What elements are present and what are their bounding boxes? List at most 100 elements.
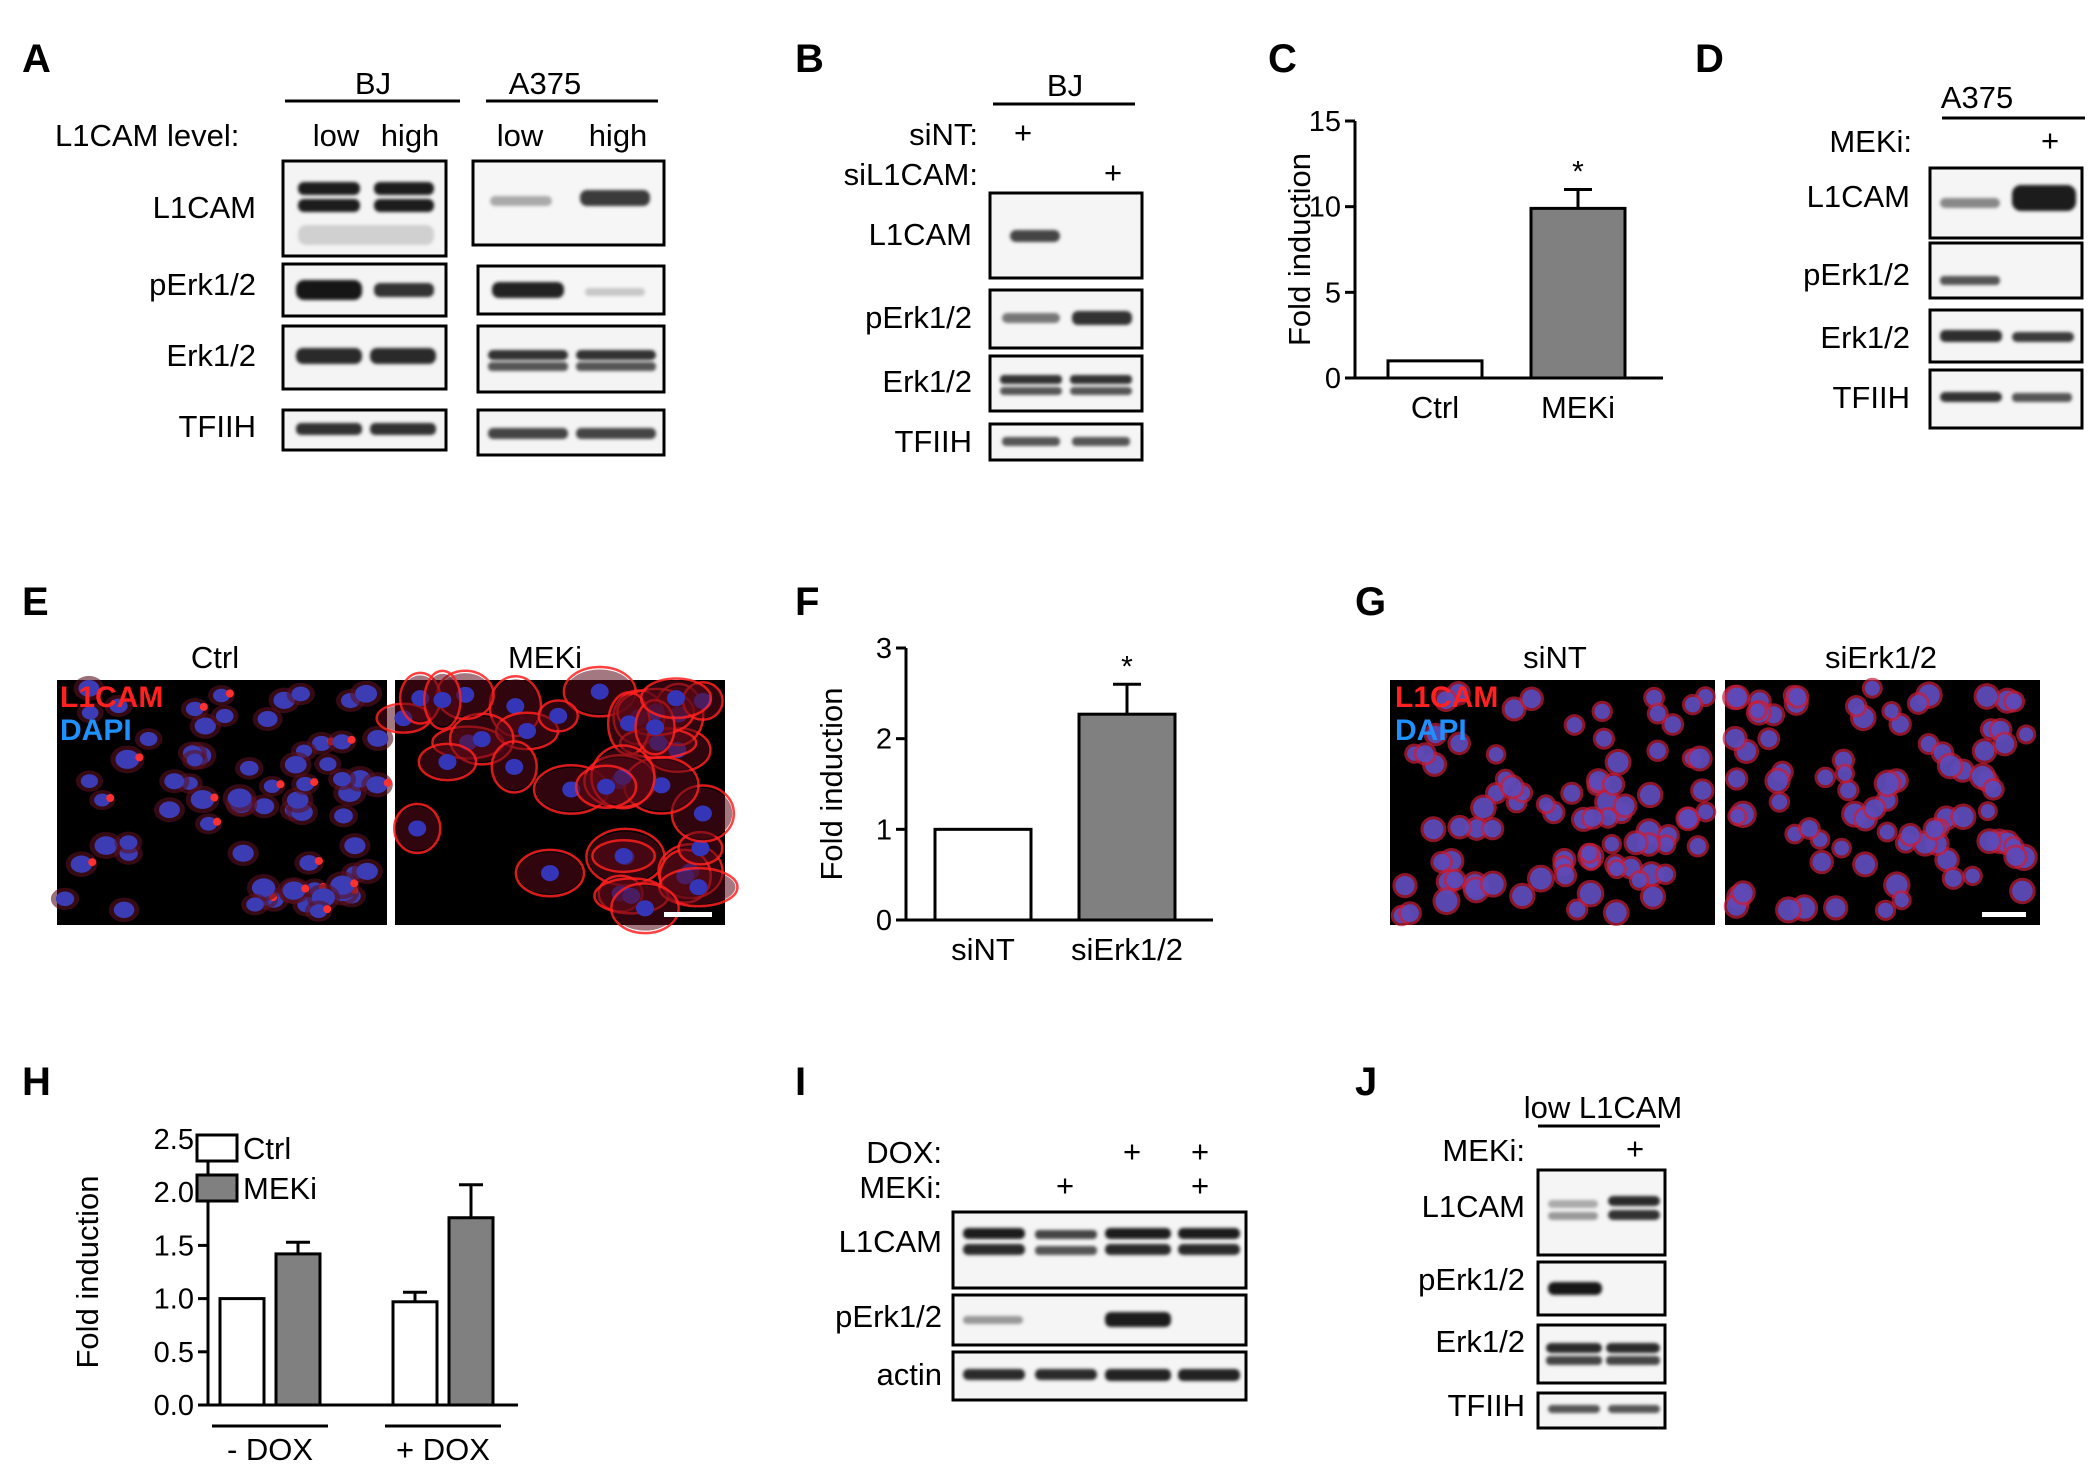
x-tick-label: siNT [951,932,1015,967]
nucleus [1689,838,1706,855]
nucleus [139,731,158,747]
plus-sign: + [1123,1134,1141,1169]
nucleus [239,760,259,776]
image-title: siErk1/2 [1825,640,1937,675]
blot-band [296,348,436,364]
nucleus [332,734,352,750]
cell-membrane [490,740,538,794]
nucleus [1522,689,1541,709]
stain-spot [88,858,97,867]
plus-sign: + [1626,1131,1644,1166]
nucleus [505,758,524,775]
nucleus [1750,703,1765,718]
nucleus [1646,689,1663,706]
y-tick-label: 0 [1325,363,1341,395]
nucleus [1826,898,1846,918]
nucleus [1483,820,1502,838]
nucleus [115,749,140,769]
nucleus [232,844,254,862]
nucleus [1664,716,1682,733]
row-label: Erk1/2 [882,364,972,399]
nucleus [1894,893,1909,908]
y-tick-label: 1 [876,814,892,846]
group-label-bj: BJ [355,66,391,101]
nucleus [1416,745,1434,763]
bar [933,827,1033,922]
nucleus [1778,899,1800,921]
panel-d: D A375 MEKi: + L1CAM pErk1/2 Erk1/2 TFII… [1695,37,2085,430]
nucleus [1450,817,1470,837]
nucleus [1436,691,1455,710]
significance-mark: * [1572,156,1584,189]
nucleus [251,878,276,898]
row-label: TFIIH [1833,380,1911,415]
nucleus [1604,775,1623,794]
nucleus [1446,871,1464,889]
row-label: TFIIH [895,424,973,459]
nucleus [506,698,525,715]
legend-label: MEKi [243,1171,317,1206]
blot-band [488,428,656,439]
lane-label: low [497,118,544,153]
y-axis-label: Fold induction [1282,153,1317,346]
condition-label: MEKi: [1829,124,1912,159]
y-tick-label: 0.5 [154,1337,194,1369]
panel-e: E Ctrl MEKi L1CAM DAPI [22,580,739,935]
nucleus [1657,866,1674,883]
stain-label-l1cam: L1CAM [60,681,163,714]
nucleus [81,706,99,720]
nucleus [215,708,234,724]
blot-band [1002,311,1132,325]
nucleus [1733,883,1753,903]
nucleus [1884,704,1899,719]
image-title: Ctrl [191,640,239,675]
lane-label: high [589,118,648,153]
nucleus [1847,697,1865,715]
nucleus [1423,819,1444,840]
nucleus [1563,784,1581,802]
y-axis-label: Fold induction [70,1175,105,1368]
panel-h: H 0.0 0.5 1.0 1.5 2.0 2.5 Fold induction - DOX +… [22,1060,518,1467]
significance-mark: * [1121,650,1133,683]
cells-layer [1390,681,1717,927]
blot-band [298,182,434,245]
nucleus [1631,873,1647,888]
nucleus [299,855,319,871]
stain-label-l1cam: L1CAM [1395,681,1498,714]
panel-b: B BJ siNT: + siL1CAM: + L1CAM pErk1/2 Er… [795,37,1144,462]
nucleus [1937,850,1957,870]
nucleus [590,683,609,700]
blot-band [1940,392,2072,402]
nucleus [1840,782,1857,799]
nucleus [1925,820,1944,838]
blot-box [1536,1323,1667,1385]
nucleus [1760,730,1778,748]
nucleus [344,837,366,855]
cell-membrane [591,838,656,874]
nucleus [1604,836,1620,852]
cell-membrane [639,677,713,720]
nucleus [309,904,328,919]
nucleus [113,901,135,919]
row-label: TFIIH [1448,1388,1526,1423]
plus-sign: + [1191,1168,1209,1203]
stain-label-dapi: DAPI [60,714,132,747]
nucleus [1725,728,1745,748]
nucleus [78,679,100,697]
nucleus [185,701,204,717]
nucleus [1450,734,1468,753]
nucleus [1583,809,1602,827]
y-tick-label: 1.0 [154,1284,194,1316]
panel-letter-d: D [1695,37,1724,81]
nucleus [1909,694,1927,712]
nucleus [1678,809,1698,829]
nucleus [652,777,671,794]
nucleus [1877,902,1894,918]
cell-membrane [393,802,442,855]
row-label: pErk1/2 [865,300,972,335]
row-label: Erk1/2 [1435,1324,1525,1359]
stain-spot [350,879,359,888]
scale-bar [664,912,712,917]
blot-band [963,1369,1240,1381]
nucleus [1579,882,1602,905]
